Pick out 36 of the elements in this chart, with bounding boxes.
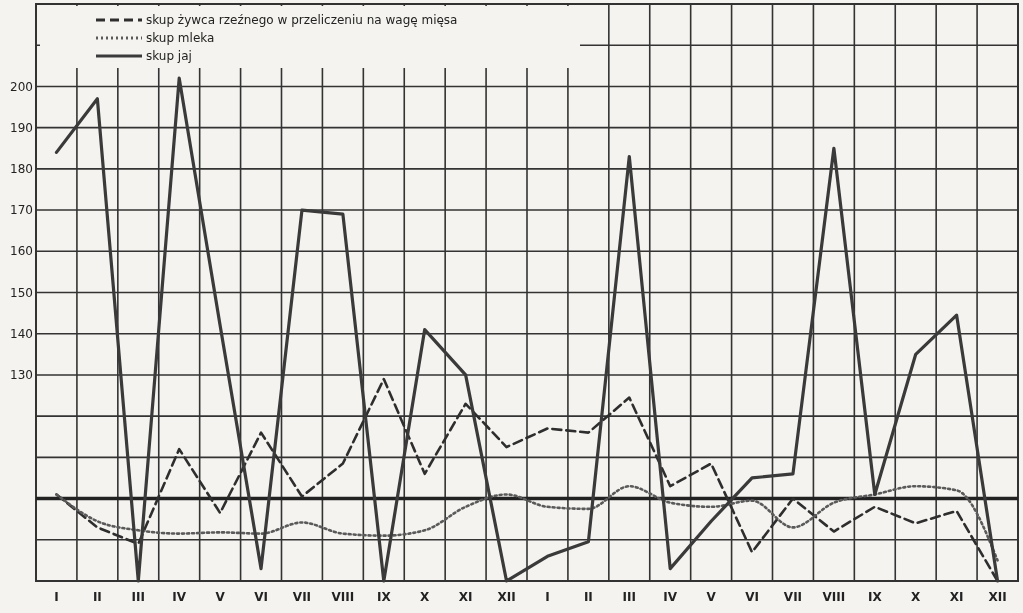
x-tick-label: V	[706, 590, 717, 604]
x-tick-label: IX	[867, 590, 883, 604]
legend-label: skup żywca rzeźnego w przeliczeniu na wagę mięsa	[146, 13, 458, 28]
x-tick-label: III	[131, 590, 145, 604]
x-tick-label: I	[545, 590, 550, 604]
x-tick-label: V	[215, 590, 226, 604]
x-tick-label: VII	[292, 590, 312, 604]
y-tick-label: 170	[10, 203, 33, 218]
y-tick-label: 160	[10, 244, 33, 259]
x-tick-label: VI	[254, 590, 268, 604]
x-tick-label: I	[54, 590, 59, 604]
x-tick-label: III	[622, 590, 636, 604]
x-tick-label: IV	[663, 590, 678, 604]
x-tick-label: VI	[745, 590, 759, 604]
y-tick-label: 130	[10, 368, 33, 383]
x-tick-label: IX	[376, 590, 392, 604]
x-tick-label: XI	[949, 590, 964, 604]
y-tick-label: 150	[10, 285, 33, 300]
x-tick-label: II	[92, 590, 102, 604]
legend-label: skup jaj	[146, 49, 192, 64]
y-tick-label: 140	[10, 326, 33, 341]
x-tick-label: VIII	[822, 590, 846, 604]
line-series	[55, 484, 999, 562]
x-tick-label: XII	[497, 590, 516, 604]
y-tick-label: 190	[10, 120, 33, 135]
x-tick-label: X	[420, 590, 431, 604]
y-tick-label: 180	[10, 162, 33, 177]
x-tick-label: II	[583, 590, 593, 604]
x-tick-label: VIII	[331, 590, 355, 604]
x-tick-label: X	[911, 590, 922, 604]
x-tick-label: IV	[172, 590, 187, 604]
y-tick-label: 200	[10, 79, 33, 94]
legend-label: skup mleka	[146, 31, 215, 46]
x-tick-label: VII	[783, 590, 803, 604]
x-tick-label: XII	[988, 590, 1007, 604]
x-tick-label: XI	[458, 590, 473, 604]
